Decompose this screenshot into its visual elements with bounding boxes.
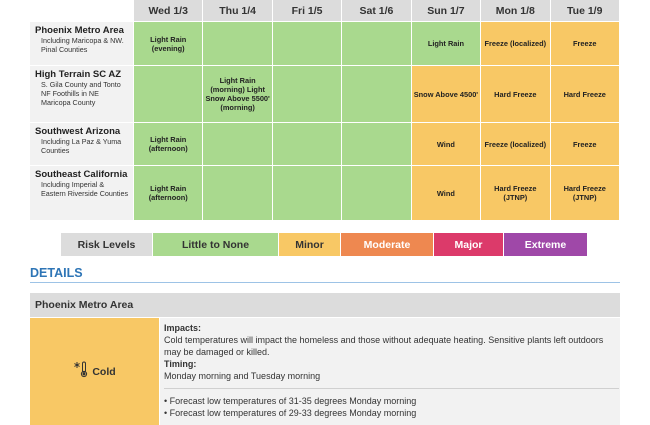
forecast-cell <box>342 123 412 166</box>
forecast-cell: Wind <box>411 123 482 166</box>
legend-item-major: Major <box>434 233 504 256</box>
region-name: Phoenix Metro Area <box>35 25 124 36</box>
column-header: Sun 1/7 <box>411 0 482 22</box>
forecast-cell <box>203 166 273 221</box>
legend-title: Risk Levels <box>61 233 153 256</box>
risk-level-legend: Risk Levels Little to None Minor Moderat… <box>61 233 588 256</box>
forecast-cell <box>272 166 343 221</box>
hazard-box: Cold <box>30 318 159 425</box>
forecast-cell: Hard Freeze (JTNP) <box>481 166 551 221</box>
legend-item-moderate: Moderate <box>341 233 434 256</box>
forecast-cell: Hard Freeze <box>481 66 551 123</box>
legend-item-extreme: Extreme <box>504 233 588 256</box>
forecast-cell: Freeze (localized) <box>481 22 551 66</box>
forecast-cell <box>272 66 343 123</box>
column-header: Fri 1/5 <box>272 0 343 22</box>
region-name: Southeast California <box>35 169 128 180</box>
details-heading: DETAILS <box>30 266 83 280</box>
forecast-cell: Light Rain <box>411 22 482 66</box>
forecast-cell: Freeze <box>550 22 620 66</box>
hazard-outlook-table: Wed 1/3 Thu 1/4 Fri 1/5 Sat 1/6 Sun 1/7 … <box>30 0 620 221</box>
forecast-cell <box>342 166 412 221</box>
forecast-bullet: Forecast low temperatures of 31-35 degre… <box>164 395 620 407</box>
hazard-details-panel: Impacts: Cold temperatures will impact t… <box>160 318 620 425</box>
forecast-cell: Hard Freeze <box>550 66 620 123</box>
impacts-text: Cold temperatures will impact the homele… <box>164 335 604 357</box>
region-header: Phoenix Metro Area Including Maricopa & … <box>30 22 134 66</box>
region-description: S. Gila County and Tonto NF Foothills in… <box>41 80 121 107</box>
region-description: Including Imperial & Eastern Riverside C… <box>41 180 129 198</box>
column-header: Wed 1/3 <box>134 0 204 22</box>
column-header: Mon 1/8 <box>481 0 551 22</box>
impacts-heading: Impacts: <box>164 323 202 333</box>
forecast-cell <box>342 22 412 66</box>
forecast-cell: Freeze <box>550 123 620 166</box>
region-name: High Terrain SC AZ <box>35 69 122 80</box>
region-header: Southeast California Including Imperial … <box>30 166 134 221</box>
region-description: Including La Paz & Yuma Counties <box>41 137 122 155</box>
timing-text: Monday morning and Tuesday morning <box>164 371 321 381</box>
column-header: Thu 1/4 <box>203 0 273 22</box>
hazard-label: Cold <box>92 365 116 378</box>
forecast-cell <box>203 123 273 166</box>
details-divider <box>30 282 620 283</box>
forecast-cell <box>342 66 412 123</box>
forecast-cell: Light Rain (evening) <box>134 22 204 66</box>
forecast-cell <box>203 22 273 66</box>
column-header: Tue 1/9 <box>550 0 620 22</box>
forecast-cell <box>134 66 204 123</box>
forecast-bullet: Forecast low temperatures of 29-33 degre… <box>164 407 620 419</box>
forecast-cell: Light Rain (afternoon) <box>134 166 204 221</box>
forecast-cell: Snow Above 4500' <box>411 66 482 123</box>
details-area-title: Phoenix Metro Area <box>30 293 620 317</box>
forecast-cell: Hard Freeze (JTNP) <box>550 166 620 221</box>
region-name: Southwest Arizona <box>35 126 121 137</box>
legend-item-minor: Minor <box>279 233 341 256</box>
legend-item-little-to-none: Little to None <box>153 233 279 256</box>
table-corner <box>30 0 134 22</box>
forecast-cell: Light Rain (afternoon) <box>134 123 204 166</box>
region-header: High Terrain SC AZ S. Gila County and To… <box>30 66 134 123</box>
region-header: Southwest Arizona Including La Paz & Yum… <box>30 123 134 166</box>
cold-thermometer-icon <box>73 360 89 383</box>
region-description: Including Maricopa & NW. Pinal Counties <box>41 36 124 54</box>
forecast-cell <box>272 22 343 66</box>
column-header: Sat 1/6 <box>342 0 412 22</box>
timing-heading: Timing: <box>164 359 197 369</box>
forecast-cell: Wind <box>411 166 482 221</box>
forecast-cell: Freeze (localized) <box>481 123 551 166</box>
forecast-cell <box>272 123 343 166</box>
details-separator <box>164 387 619 389</box>
forecast-cell: Light Rain (morning) Light Snow Above 55… <box>203 66 273 123</box>
